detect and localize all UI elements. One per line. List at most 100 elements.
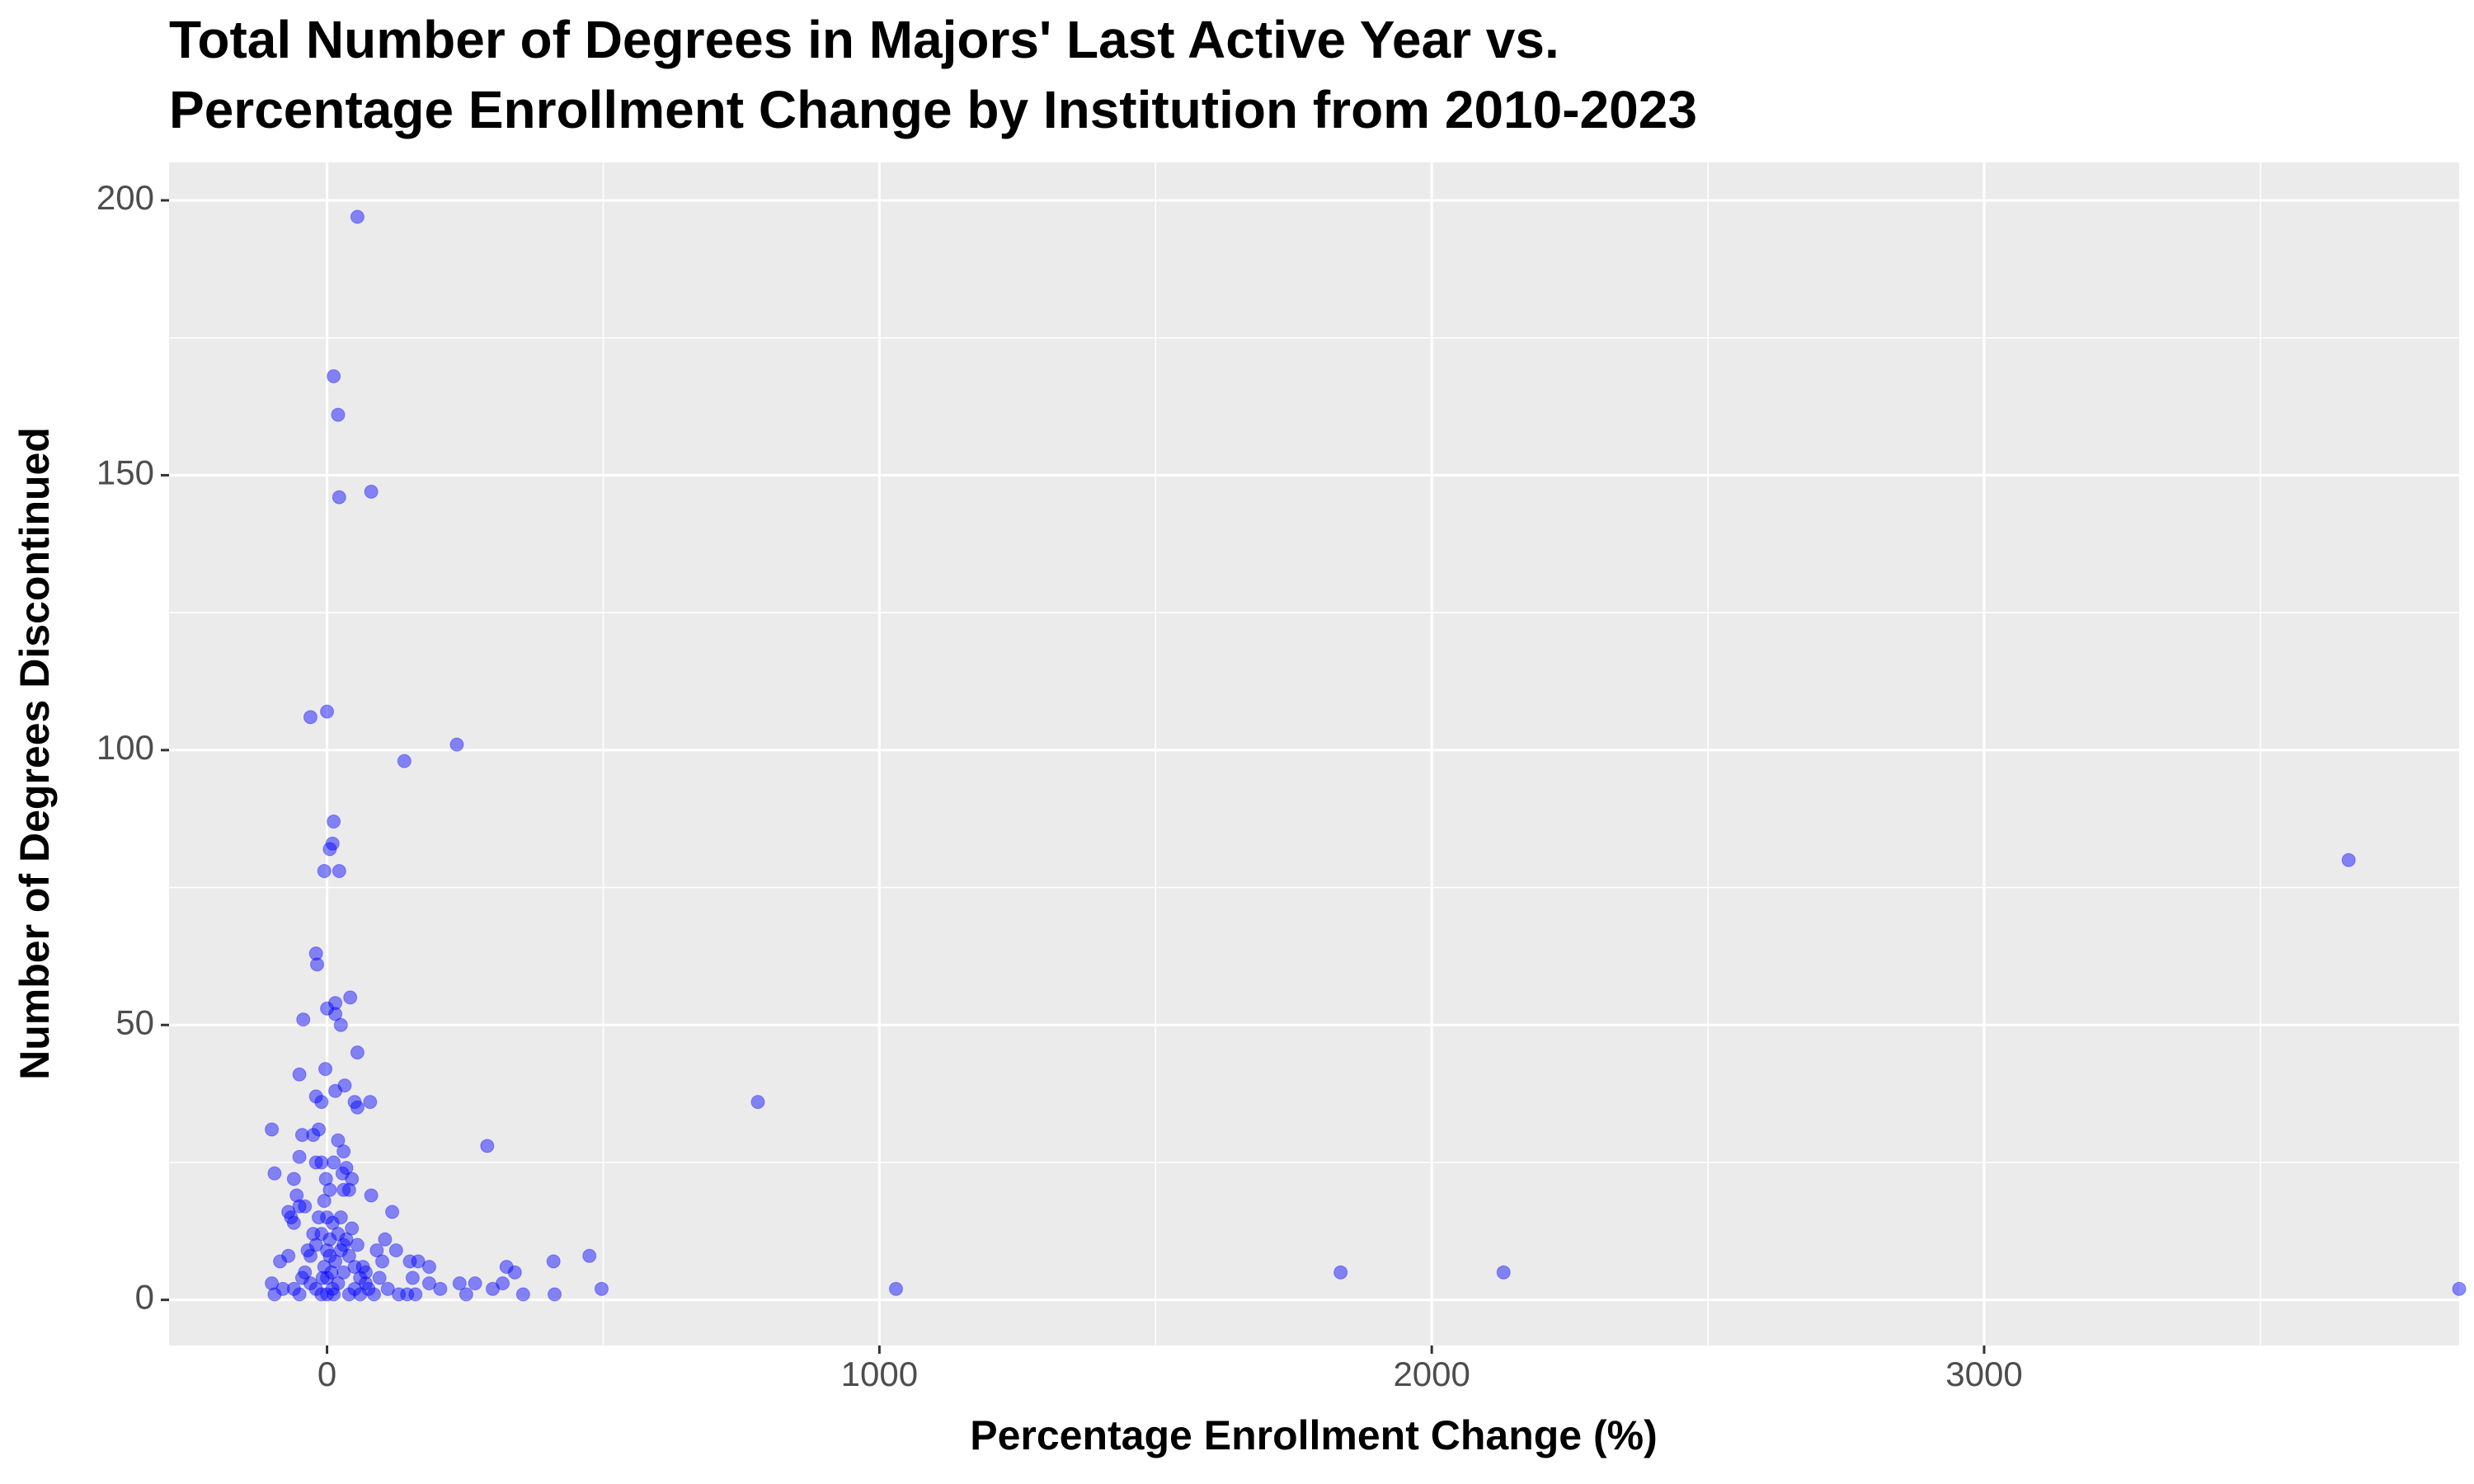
point [286,1172,301,1186]
point [332,864,346,879]
point [314,1155,329,1170]
point [298,1199,313,1214]
point [281,1205,296,1219]
point [358,1276,373,1291]
point [292,1067,307,1082]
point [347,1260,362,1275]
point [499,1260,514,1275]
point [347,1281,362,1296]
point [317,1260,332,1275]
point [265,1276,280,1291]
point [322,1248,337,1263]
x-axis-title: Percentage Enrollment Change (%) [970,1412,1658,1458]
point [364,484,379,499]
point [459,1287,473,1302]
point [405,1270,420,1285]
point [385,1205,400,1219]
point [331,1133,346,1148]
point [350,1045,365,1060]
chart-title: Total Number of Degrees in Majors' Last … [169,10,1559,69]
x-tick-label: 1000 [841,1355,918,1393]
point [273,1254,288,1269]
point [343,990,358,1005]
point [314,1287,329,1302]
point [582,1248,597,1263]
point [331,1227,346,1242]
point [350,209,365,224]
point [364,1188,379,1203]
point [312,1210,327,1225]
point [341,1287,356,1302]
point [296,1012,311,1027]
point [327,369,341,383]
point [284,1210,299,1225]
plot-panel [169,162,2459,1345]
point [350,1237,365,1252]
point [286,1281,301,1296]
point [480,1139,495,1153]
point [337,1078,352,1093]
point [310,957,325,972]
point [322,1182,337,1197]
point [320,1243,335,1258]
point [333,1243,348,1258]
point [372,1270,387,1285]
x-tick-label: 0 [317,1355,336,1393]
point [375,1254,390,1269]
point [328,996,343,1011]
point [750,1095,765,1110]
point [548,1287,562,1302]
point [294,1270,309,1285]
point [350,1100,365,1115]
point [320,1001,335,1016]
point [327,1287,341,1302]
point [325,1215,340,1230]
point [507,1265,522,1280]
point [358,1265,373,1280]
point [341,1248,356,1263]
x-tick-label: 2000 [1393,1355,1470,1393]
point [292,1287,307,1302]
point [335,1166,350,1181]
point [308,1237,323,1252]
y-tick-label: 100 [96,728,154,767]
point [336,1265,351,1280]
point [317,864,332,879]
point [298,1265,313,1280]
point [322,842,337,857]
point [303,1248,317,1263]
y-tick-label: 0 [135,1278,154,1317]
chart-title: Percentage Enrollment Change by Institut… [169,80,1697,139]
point [308,946,323,961]
point [449,737,464,752]
point [324,1265,339,1280]
point [369,1243,384,1258]
point [486,1281,501,1296]
point [1496,1265,1511,1280]
point [314,1227,329,1242]
point [333,1210,348,1225]
point [267,1166,282,1181]
point [366,1287,381,1302]
point [308,1089,323,1104]
point [265,1122,280,1137]
point [1333,1265,1348,1280]
point [320,1287,335,1302]
y-tick-label: 200 [96,178,154,217]
point [318,1062,333,1077]
point [421,1260,436,1275]
point [294,1128,309,1143]
point [353,1270,368,1285]
point [392,1287,407,1302]
point [303,710,317,725]
point [388,1243,403,1258]
point [317,1194,332,1209]
point [594,1281,609,1296]
point [281,1248,296,1263]
point [363,1095,378,1110]
point [345,1172,360,1186]
point [496,1276,510,1291]
point [888,1281,903,1296]
point [2341,852,2356,867]
